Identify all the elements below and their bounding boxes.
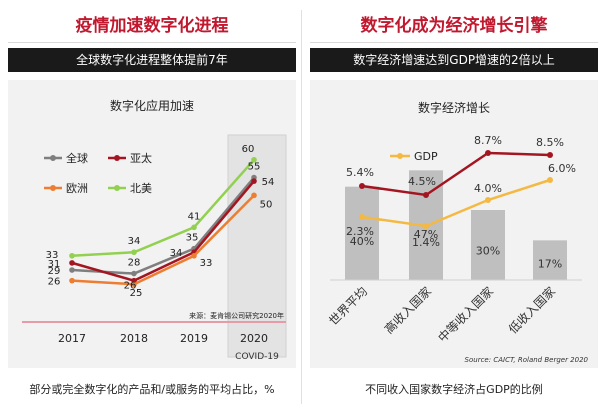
series-point-2-1 [359,183,365,189]
series-line-2 [361,151,551,197]
right-panel-footer: 不同收入国家数字经济占GDP的比例 [365,383,543,396]
covid-band [227,134,287,358]
x-tick-label-2: 2018 [120,332,148,345]
series-line-2 [71,180,255,282]
series-point-3-1 [69,277,75,284]
bar-label-1: 40% [350,235,374,248]
x-tick-label-3: 中等收入国家 [435,284,497,346]
chart-title: 数字化应用加速 [110,98,194,113]
digital-economy-combo-chart: 数字经济增长 40% 47% 30% 17% GDP 2.3% 1.4% 4.0% 6.0% 5.4… [326,100,589,364]
data-label-3-4: 50 [260,199,273,210]
data-label-4-4: 60 [242,144,255,155]
data-label-4-1: 33 [46,250,59,261]
bar-label-4: 17% [538,257,562,270]
data-label-2-4: 8.5% [536,136,564,149]
data-label-1-4: 55 [248,162,261,173]
data-label-1-3: 35 [186,233,199,244]
series-point-3-3 [191,252,197,259]
data-label-4-3: 41 [188,211,201,222]
series-line-1 [361,178,551,228]
left-panel-subtitle: 全球数字化进程整体提前7年 [8,48,296,72]
x-tick-label-1: 世界平均 [326,284,370,328]
chart-source: Source: CAICT, Roland Berger 2020 [465,356,589,364]
chart-source: 来源：麦肯锡公司研究2020年 [189,311,284,320]
bar-3 [471,210,505,280]
data-label-2-3: 8.7% [474,134,502,147]
chart-title: 数字经济增长 [418,100,490,115]
series-point-2-4 [251,178,257,184]
left-panel-footer: 部分或完全数字化的产品和/或服务的平均占比，% [29,383,275,396]
data-label-1-2: 1.4% [412,236,440,249]
data-label-2-3: 34 [170,248,183,259]
legend-label-gdp: GDP [414,150,438,163]
data-label-3-2: 25 [130,288,143,299]
series-point-1-1 [69,267,75,273]
series-line-3 [71,194,255,286]
x-tick-label-1: 2017 [58,332,86,345]
bar-label-2: 47% [414,228,438,241]
data-label-2-1: 31 [48,259,61,270]
right-panel: 数字化成为经济增长引擎 数字经济增速达到GDP增速的2倍以上 数字经济增长 40%… [310,10,598,408]
legend-label-1: 全球 [66,151,88,165]
legend-marker-gdp [397,153,403,159]
legend-marker-4 [114,185,120,191]
x-tick-label-4: 2020 [240,332,268,345]
series-line-4 [71,158,255,258]
bar-1 [345,186,379,280]
data-label-2-1: 5.4% [346,166,374,179]
series-point-2-4 [547,152,553,158]
legend-marker-3 [50,185,56,191]
series-point-4-1 [69,252,75,259]
series-point-4-2 [131,249,137,256]
x-tick-label-4: 低收入国家 [505,284,558,337]
legend-label-4: 北美 [130,182,152,195]
bar-label-3: 30% [476,245,500,258]
right-panel-title: 数字化成为经济增长引擎 [310,10,598,43]
data-label-1-3: 4.0% [474,182,502,195]
series-point-3-2 [131,281,137,288]
data-label-1-4: 6.0% [548,162,576,175]
left-panel-title: 疫情加速数字化进程 [8,10,296,43]
right-panel-subtitle: 数字经济增速达到GDP增速的2倍以上 [310,48,598,72]
left-chart-area: 数字化应用加速 全球 亚太 欧洲 北美 29 28 35 55 31 26 34 54 26 25 33 50 3… [8,80,296,368]
x-tick-label-2: 高收入国家 [381,284,434,337]
data-label-4-2: 34 [128,236,141,247]
series-point-4-3 [191,224,197,231]
right-chart-area: 数字经济增长 40% 47% 30% 17% GDP 2.3% 1.4% 4.0% 6.0% 5.4… [310,80,598,368]
series-point-4-4 [251,156,257,163]
data-label-1-2: 28 [128,258,141,269]
legend-marker-2 [114,155,120,161]
left-panel: 疫情加速数字化进程 全球数字化进程整体提前7年 数字化应用加速全球 亚太欧洲 北美 2… [8,10,296,408]
data-label-3-1: 26 [48,277,61,288]
data-label-1-1: 2.3% [346,225,374,238]
legend-marker-1 [50,155,56,161]
series-point-3-4 [251,192,257,199]
series-point-1-3 [485,197,491,203]
data-label-2-2: 4.5% [408,175,436,188]
series-point-2-3 [485,150,491,156]
covid-annotation: COVID-19 [235,352,279,362]
series-point-2-1 [69,260,75,266]
legend-label-3: 欧洲 [66,182,88,195]
series-point-1-2 [131,270,137,277]
panel-divider [301,10,302,404]
series-point-1-2 [423,223,429,229]
series-point-1-4 [547,177,553,183]
series-point-1-1 [359,214,365,220]
series-point-2-2 [423,192,429,198]
data-label-3-3: 33 [200,258,213,269]
x-tick-label-3: 2019 [180,332,208,345]
legend-label-2: 亚太 [130,152,152,165]
data-label-1-1: 29 [48,266,61,277]
data-label-2-4: 54 [262,177,275,188]
data-label-2-2: 26 [124,281,137,292]
bar-4 [533,240,567,280]
